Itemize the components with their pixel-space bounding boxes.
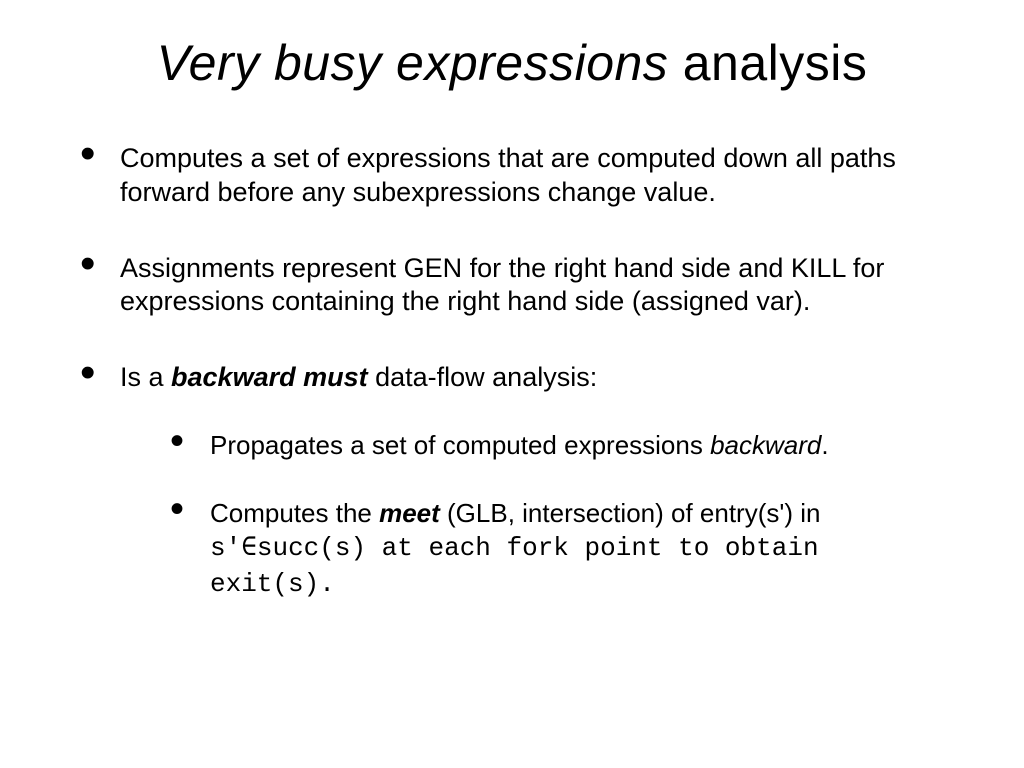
slide: Very busy expressions analysis Computes … xyxy=(0,0,1024,768)
sub-bullet-2-mid: (GLB, intersection) of entry(s') in xyxy=(440,498,821,528)
sub-bullet-list: Propagates a set of computed expressions… xyxy=(170,429,954,602)
bullet-3-bold-italic: backward must xyxy=(171,362,368,392)
sub-bullet-2: Computes the meet (GLB, intersection) of… xyxy=(170,497,954,602)
sub-bullet-2-pre: Computes the xyxy=(210,498,379,528)
slide-title: Very busy expressions analysis xyxy=(60,34,964,92)
title-italic-part: Very busy expressions xyxy=(157,35,669,91)
bullet-2-text: Assignments represent GEN for the right … xyxy=(120,253,884,317)
sub-bullet-1-pre: Propagates a set of computed expressions xyxy=(210,430,710,460)
bullet-2: Assignments represent GEN for the right … xyxy=(80,252,954,320)
sub-bullet-1: Propagates a set of computed expressions… xyxy=(170,429,954,463)
sub-bullet-2-mono: s'∈succ(s) at each fork point to obtain … xyxy=(210,533,819,599)
bullet-1: Computes a set of expressions that are c… xyxy=(80,142,954,210)
bullet-3-post: data-flow analysis: xyxy=(368,362,598,392)
bullet-list: Computes a set of expressions that are c… xyxy=(80,142,954,602)
title-rest: analysis xyxy=(668,35,867,91)
bullet-3-pre: Is a xyxy=(120,362,171,392)
sub-bullet-2-bold-italic: meet xyxy=(379,498,440,528)
bullet-3: Is a backward must data-flow analysis: P… xyxy=(80,361,954,602)
sub-bullet-1-post: . xyxy=(821,430,828,460)
sub-bullet-1-em: backward xyxy=(710,430,821,460)
bullet-1-text: Computes a set of expressions that are c… xyxy=(120,143,896,207)
